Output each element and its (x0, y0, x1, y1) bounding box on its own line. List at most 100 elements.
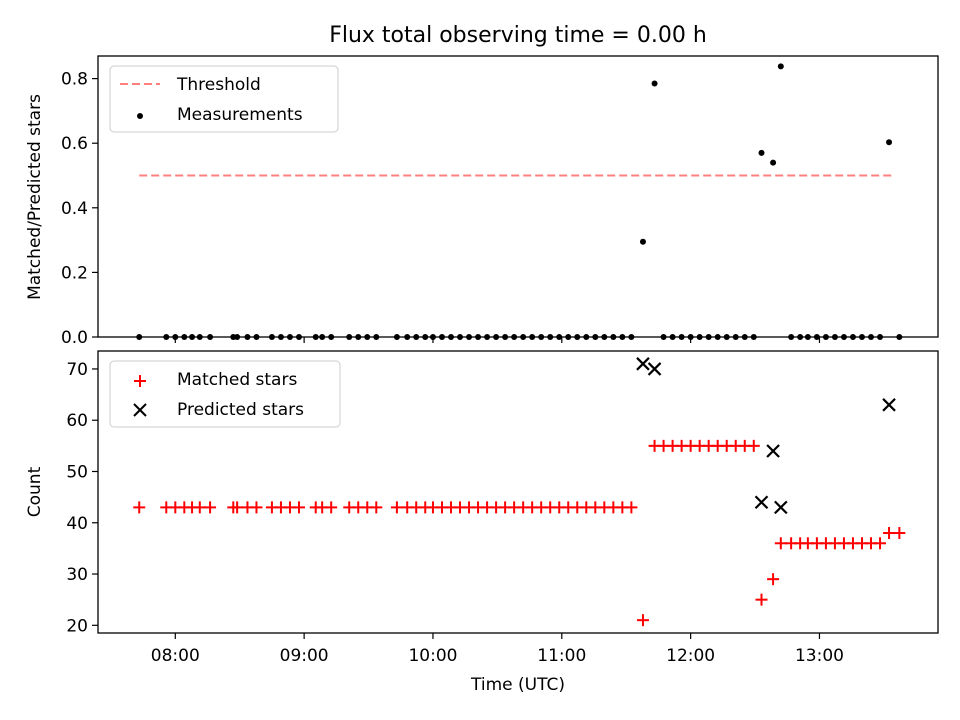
top-y-tick: 0.2 (61, 263, 98, 283)
predicted-star-point (754, 495, 769, 510)
measurement-point (312, 334, 319, 340)
top-y-tick: 0.0 (61, 328, 98, 348)
measurement-point (538, 334, 545, 340)
measurement-point (364, 334, 371, 340)
top-y-tick: 0.8 (61, 70, 98, 90)
measurement-point (678, 334, 685, 340)
measurement-point (181, 334, 188, 340)
measurement-point (196, 334, 203, 340)
legend-threshold-label: Threshold (176, 75, 261, 95)
measurement-point (804, 334, 811, 340)
measurement-point (404, 334, 411, 340)
legend-predicted-swatch (133, 403, 147, 417)
measurement-point (268, 334, 275, 340)
measurement-point (244, 334, 251, 340)
measurement-point (714, 334, 721, 340)
matched-star-point (133, 501, 146, 514)
top-y-axis-label: Matched/Predicted stars (25, 94, 45, 300)
measurement-point (574, 334, 581, 340)
chart-title: Flux total observing time = 0.00 h (329, 23, 707, 48)
x-tick: 08:00 (151, 633, 200, 666)
measurement-point (556, 334, 563, 340)
measurement-point (493, 334, 500, 340)
measurement-point (858, 334, 865, 340)
measurement-point (393, 334, 400, 340)
matched-star-point (883, 527, 896, 540)
predicted-star-point (774, 500, 788, 515)
measurement-point (520, 334, 527, 340)
measurement-point (639, 238, 646, 245)
x-axis-label: Time (UTC) (470, 675, 565, 695)
measurement-point (502, 334, 509, 340)
matched-star-point (390, 501, 403, 514)
measurement-point (277, 334, 284, 340)
measurement-point (295, 334, 302, 340)
measurement-point (207, 334, 214, 340)
top-y-tick-label: 0.8 (61, 70, 88, 90)
matched-star-point (767, 573, 780, 586)
matched-star-point (204, 501, 217, 514)
predicted-star-point (766, 444, 780, 458)
measurement-point (797, 334, 804, 340)
measurement-point (868, 334, 875, 340)
bottom-y-tick: 50 (66, 462, 98, 482)
x-tick-label: 09:00 (280, 646, 329, 666)
measurement-point (234, 334, 241, 340)
measurement-point (619, 334, 626, 340)
top-y-tick: 0.4 (61, 199, 98, 219)
measurement-point (529, 334, 536, 340)
bottom-y-axis-label: Count (25, 466, 45, 517)
bottom-y-tick: 60 (66, 411, 98, 431)
measurement-point (346, 334, 353, 340)
measurement-point (723, 334, 730, 340)
measurement-point (565, 334, 572, 340)
measurement-point (651, 80, 658, 87)
measurement-point (286, 334, 293, 340)
measurement-point (831, 334, 838, 340)
bottom-y-tick: 20 (66, 616, 98, 636)
x-tick: 10:00 (408, 633, 457, 666)
matched-star-point (755, 593, 768, 606)
measurement-point (438, 334, 445, 340)
measurement-point (511, 334, 518, 340)
measurement-point (877, 334, 884, 340)
predicted-star-point (647, 362, 662, 376)
top-y-tick-label: 0.2 (61, 263, 88, 283)
bottom-y-tick: 40 (66, 514, 98, 534)
matched-star-point (893, 527, 906, 540)
measurement-point (422, 334, 429, 340)
matched-star-point (874, 537, 887, 550)
x-tick: 11:00 (537, 633, 586, 666)
measurement-point (758, 149, 765, 156)
measurement-point (660, 334, 667, 340)
bottom-y-tick: 70 (66, 360, 98, 380)
x-tick-label: 13:00 (795, 646, 844, 666)
matched-star-point (774, 537, 787, 550)
measurement-point (777, 63, 784, 70)
measurement-point (328, 334, 335, 340)
measurement-point (484, 334, 491, 340)
matched-star-point (292, 501, 305, 514)
bottom-y-tick-label: 60 (66, 411, 88, 431)
measurement-point (770, 159, 777, 166)
predicted-star-point (882, 398, 896, 412)
bottom-y-tick-label: 40 (66, 514, 88, 534)
bottom-y-tick-label: 30 (66, 565, 88, 585)
measurement-point (466, 334, 473, 340)
legend-predicted-label: Predicted stars (177, 400, 304, 420)
legend-measurements-swatch (137, 113, 143, 119)
measurement-point (705, 334, 712, 340)
measurement-point (886, 139, 893, 146)
measurement-point (413, 334, 420, 340)
measurement-point (583, 334, 590, 340)
measurement-point (822, 334, 829, 340)
top-legend: Threshold Measurements (109, 65, 339, 133)
matched-star-point (636, 614, 649, 627)
bottom-y-tick-label: 20 (66, 616, 88, 636)
x-tick: 12:00 (666, 633, 715, 666)
measurement-point (457, 334, 464, 340)
measurement-point (319, 334, 326, 340)
matched-star-point (325, 501, 338, 514)
measurement-point (696, 334, 703, 340)
